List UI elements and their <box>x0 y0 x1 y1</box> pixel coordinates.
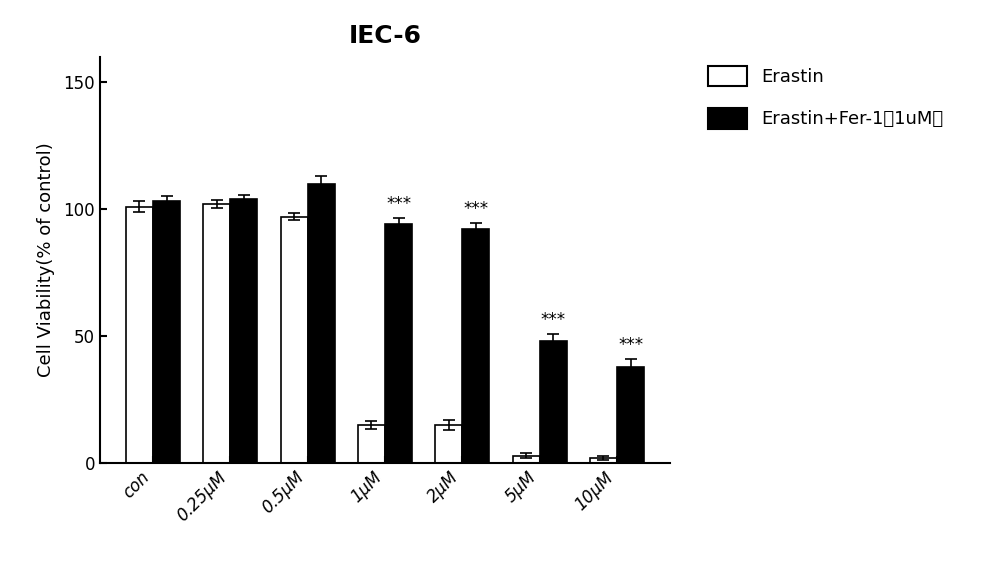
Bar <box>203 204 230 463</box>
Bar <box>358 425 385 463</box>
Text: ***: *** <box>541 311 566 329</box>
Bar <box>513 455 540 463</box>
Text: ***: *** <box>463 200 488 218</box>
Legend: Erastin, Erastin+Fer-1（1uM）: Erastin, Erastin+Fer-1（1uM） <box>708 66 944 129</box>
Y-axis label: Cell Viability(% of control): Cell Viability(% of control) <box>37 142 55 377</box>
Bar <box>308 184 335 463</box>
Title: IEC-6: IEC-6 <box>348 24 421 47</box>
Bar <box>617 367 644 463</box>
Bar <box>435 425 462 463</box>
Text: ***: *** <box>618 336 643 354</box>
Bar <box>462 229 489 463</box>
Text: ***: *** <box>386 195 411 213</box>
Bar <box>540 341 567 463</box>
Bar <box>153 202 180 463</box>
Bar <box>281 217 308 463</box>
Bar <box>126 207 153 463</box>
Bar <box>230 199 257 463</box>
Bar <box>590 458 617 463</box>
Bar <box>385 224 412 463</box>
